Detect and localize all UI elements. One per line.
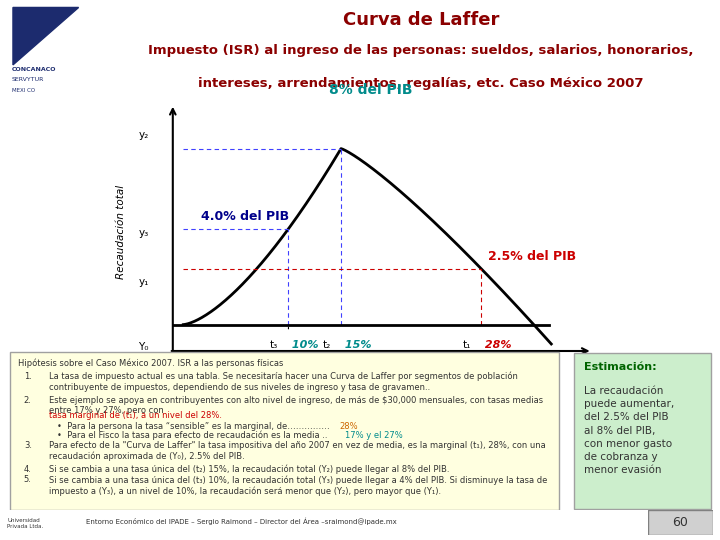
Text: y₃: y₃ bbox=[139, 228, 149, 239]
Text: intereses, arrendamientos, regalías, etc. Caso México 2007: intereses, arrendamientos, regalías, etc… bbox=[199, 77, 644, 90]
Text: MEXI CO: MEXI CO bbox=[12, 87, 35, 92]
Text: 4.: 4. bbox=[24, 465, 32, 474]
Text: Entorno Económico del IPADE – Sergio Raimond – Director del Área –sraimond@ipade: Entorno Económico del IPADE – Sergio Rai… bbox=[86, 518, 397, 525]
Text: Hipótesis sobre el Caso México 2007. ISR a las personas físicas: Hipótesis sobre el Caso México 2007. ISR… bbox=[18, 359, 284, 368]
Text: 8% del PIB: 8% del PIB bbox=[329, 83, 413, 97]
Text: •  Para la persona la tasa “sensible” es la marginal, de……………: • Para la persona la tasa “sensible” es … bbox=[57, 422, 330, 431]
Text: La tasa de impuesto actual es una tabla. Se necesitaría hacer una Curva de Laffe: La tasa de impuesto actual es una tabla.… bbox=[49, 372, 518, 392]
Text: La recaudación
puede aumentar,
del 2.5% del PIB
al 8% del PIB,
con menor gasto
d: La recaudación puede aumentar, del 2.5% … bbox=[584, 386, 674, 475]
Text: Estimación:: Estimación: bbox=[584, 362, 656, 372]
Text: SERVYTUR: SERVYTUR bbox=[12, 77, 44, 82]
Text: t₁: t₁ bbox=[462, 340, 471, 350]
FancyBboxPatch shape bbox=[10, 352, 559, 510]
FancyBboxPatch shape bbox=[574, 353, 711, 509]
Text: y₁: y₁ bbox=[139, 278, 149, 287]
Text: t₂: t₂ bbox=[323, 340, 330, 350]
Text: 2.5% del PIB: 2.5% del PIB bbox=[488, 250, 576, 263]
Text: 15%: 15% bbox=[341, 340, 372, 350]
Text: y₂: y₂ bbox=[139, 130, 149, 140]
Text: 1.: 1. bbox=[24, 372, 32, 381]
Text: Curva de Laffer: Curva de Laffer bbox=[343, 10, 500, 29]
Text: Universidad
Privada Ltda.: Universidad Privada Ltda. bbox=[7, 518, 43, 529]
Text: 60: 60 bbox=[672, 516, 688, 529]
FancyBboxPatch shape bbox=[648, 510, 713, 535]
Text: Impuesto (ISR) al ingreso de las personas: sueldos, salarios, honorarios,: Impuesto (ISR) al ingreso de las persona… bbox=[148, 44, 694, 57]
Text: t₃: t₃ bbox=[270, 340, 278, 350]
Text: 17% y el 27%: 17% y el 27% bbox=[346, 431, 403, 440]
Text: 28%: 28% bbox=[340, 422, 359, 431]
Polygon shape bbox=[13, 8, 78, 65]
Text: Este ejemplo se apoya en contribuyentes con alto nivel de ingreso, de más de $30: Este ejemplo se apoya en contribuyentes … bbox=[49, 396, 543, 415]
Text: Si se cambia a una tasa única del (t₃) 10%, la recaudación total (Y₃) puede lleg: Si se cambia a una tasa única del (t₃) 1… bbox=[49, 475, 547, 496]
Text: 28%: 28% bbox=[481, 340, 512, 350]
Text: 2.: 2. bbox=[24, 396, 32, 404]
Text: 4.0% del PIB: 4.0% del PIB bbox=[201, 210, 289, 223]
Text: •  Para el Fisco la tasa para efecto de recaudación es la media ..: • Para el Fisco la tasa para efecto de r… bbox=[57, 431, 333, 440]
Text: 10%: 10% bbox=[289, 340, 319, 350]
Text: Tasa Impositiva Media: Tasa Impositiva Media bbox=[313, 396, 428, 406]
Text: 5.: 5. bbox=[24, 475, 32, 484]
Text: 3.: 3. bbox=[24, 441, 32, 450]
Text: tasa marginal de (t₁), a un nivel del 28%.: tasa marginal de (t₁), a un nivel del 28… bbox=[49, 411, 222, 420]
Text: Y₀: Y₀ bbox=[138, 342, 149, 352]
Text: Si se cambia a una tasa única del (t₂) 15%, la recaudación total (Y₂) puede lleg: Si se cambia a una tasa única del (t₂) 1… bbox=[49, 465, 449, 475]
Text: Para efecto de la "Curva de Laffer" la tasa impositiva del año 2007 en vez de me: Para efecto de la "Curva de Laffer" la t… bbox=[49, 441, 546, 461]
Text: CONCANACO: CONCANACO bbox=[12, 67, 56, 72]
Text: Recaudación total: Recaudación total bbox=[117, 185, 126, 279]
